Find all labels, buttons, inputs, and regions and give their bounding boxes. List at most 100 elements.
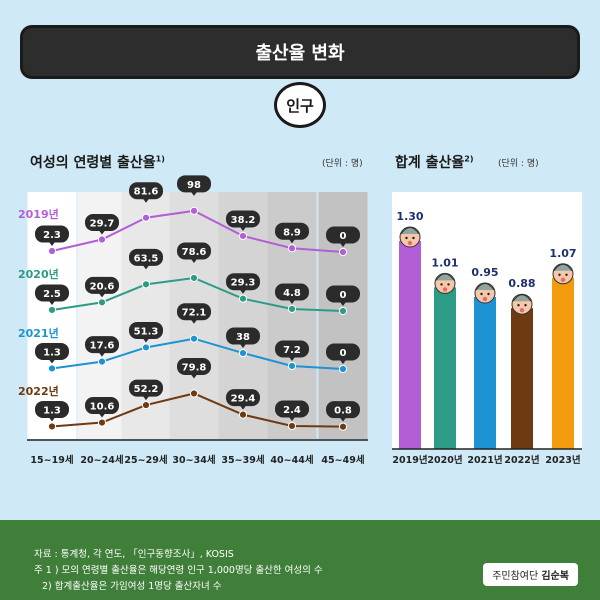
data-label-pointer bbox=[143, 396, 149, 401]
data-label-bg bbox=[326, 401, 360, 419]
data-label-pointer bbox=[240, 289, 246, 294]
bar-category-label: 2022년 bbox=[504, 454, 539, 466]
hair-icon bbox=[475, 283, 495, 291]
data-label-pointer bbox=[340, 243, 346, 247]
bar bbox=[434, 287, 456, 449]
page-title: 출산율 변화 bbox=[20, 25, 580, 79]
data-label: 29.7 bbox=[90, 219, 115, 230]
data-label-pointer bbox=[191, 258, 197, 263]
topic-badge: 인구 bbox=[274, 82, 326, 128]
eye-icon bbox=[412, 236, 415, 240]
mouth-icon bbox=[519, 308, 525, 313]
eye-icon bbox=[405, 236, 408, 240]
eye-icon bbox=[480, 292, 483, 296]
data-label-bg bbox=[226, 210, 260, 228]
data-label: 0 bbox=[340, 348, 347, 359]
data-label-pointer bbox=[289, 299, 295, 304]
mouth-icon bbox=[442, 287, 448, 292]
data-point bbox=[189, 273, 199, 283]
data-point bbox=[141, 400, 151, 410]
data-point bbox=[47, 305, 57, 315]
data-label-pointer bbox=[49, 417, 55, 422]
data-label-pointer bbox=[99, 413, 105, 418]
data-label: 0.8 bbox=[334, 406, 352, 417]
data-label-bg bbox=[177, 357, 211, 375]
data-label: 29.4 bbox=[231, 394, 256, 405]
data-label: 2.3 bbox=[43, 230, 61, 241]
bar-category-label: 2023년 bbox=[545, 454, 580, 466]
data-point bbox=[287, 421, 297, 431]
footer-note-2: 2) 합계출산율은 가임여성 1명당 출산자녀 수 bbox=[42, 581, 222, 592]
bar-category-label: 2021년 bbox=[467, 454, 502, 466]
series-label: 2020년 bbox=[18, 267, 59, 281]
eye-icon bbox=[487, 292, 490, 296]
data-label: 38 bbox=[236, 332, 250, 343]
credit-badge: 주민참여단 김순복 bbox=[483, 563, 578, 586]
data-label: 52.2 bbox=[134, 384, 159, 395]
hair-icon bbox=[553, 263, 573, 272]
data-label-pointer bbox=[340, 360, 346, 364]
data-point bbox=[47, 364, 57, 373]
hair-icon bbox=[512, 294, 532, 302]
data-label-bg bbox=[226, 327, 260, 345]
mouth-icon bbox=[560, 277, 566, 282]
data-label-pointer bbox=[240, 226, 246, 231]
eye-icon bbox=[565, 273, 568, 276]
data-label: 4.8 bbox=[283, 288, 301, 299]
series-label: 2019년 bbox=[18, 207, 59, 221]
data-label-bg bbox=[35, 225, 69, 243]
data-point bbox=[338, 247, 348, 257]
bar-value-label: 1.07 bbox=[549, 247, 576, 260]
mouth-icon bbox=[482, 296, 488, 302]
data-label-pointer bbox=[289, 239, 295, 244]
bar bbox=[511, 308, 533, 449]
data-label: 0 bbox=[340, 290, 347, 301]
data-label-pointer bbox=[191, 374, 197, 379]
data-label: 72.1 bbox=[182, 308, 207, 319]
data-point bbox=[47, 246, 57, 256]
x-tick-label: 45~49세 bbox=[321, 454, 364, 466]
data-label-bg bbox=[326, 343, 360, 361]
data-label-pointer bbox=[340, 417, 346, 422]
bar-value-label: 0.95 bbox=[471, 266, 498, 279]
data-label-bg bbox=[35, 284, 69, 302]
data-label: 79.8 bbox=[182, 362, 207, 373]
data-label-pointer bbox=[143, 198, 149, 203]
data-label-pointer bbox=[49, 300, 55, 305]
bar-value-label: 0.88 bbox=[508, 277, 535, 290]
data-point bbox=[287, 304, 297, 314]
data-label-pointer bbox=[240, 344, 246, 349]
x-tick-label: 20~24세 bbox=[80, 454, 123, 466]
series-label: 2022년 bbox=[18, 384, 59, 398]
data-label-bg bbox=[177, 175, 211, 193]
footer: 자료 : 통계청, 각 연도, 「인구동향조사」, KOSIS 주 1 ) 모의… bbox=[0, 520, 600, 600]
data-label-bg bbox=[275, 222, 309, 240]
data-label: 51.3 bbox=[134, 326, 159, 337]
data-label: 2.5 bbox=[43, 289, 61, 300]
data-label: 98 bbox=[187, 180, 201, 191]
footer-source: 자료 : 통계청, 각 연도, 「인구동향조사」, KOSIS bbox=[34, 549, 234, 560]
data-label-bg bbox=[129, 379, 163, 397]
x-tick-label: 40~44세 bbox=[270, 454, 313, 466]
eye-icon bbox=[517, 304, 520, 307]
data-label: 8.9 bbox=[283, 227, 301, 238]
hair-icon bbox=[400, 227, 420, 235]
data-label: 17.6 bbox=[90, 341, 115, 352]
data-point bbox=[189, 206, 199, 215]
data-label-pointer bbox=[191, 191, 197, 196]
data-label: 1.3 bbox=[43, 347, 61, 358]
data-label-bg bbox=[226, 273, 260, 291]
eye-icon bbox=[447, 283, 450, 286]
data-label-bg bbox=[129, 248, 163, 266]
data-point bbox=[141, 280, 151, 289]
data-label: 2.4 bbox=[283, 405, 301, 416]
data-label-pointer bbox=[99, 230, 105, 235]
data-point bbox=[97, 298, 107, 307]
right-chart-unit: (단위 : 명) bbox=[498, 159, 539, 169]
data-label: 81.6 bbox=[134, 187, 159, 198]
data-label-bg bbox=[85, 214, 119, 232]
data-label-bg bbox=[129, 321, 163, 339]
hair-icon bbox=[435, 273, 455, 281]
data-point bbox=[238, 294, 248, 303]
